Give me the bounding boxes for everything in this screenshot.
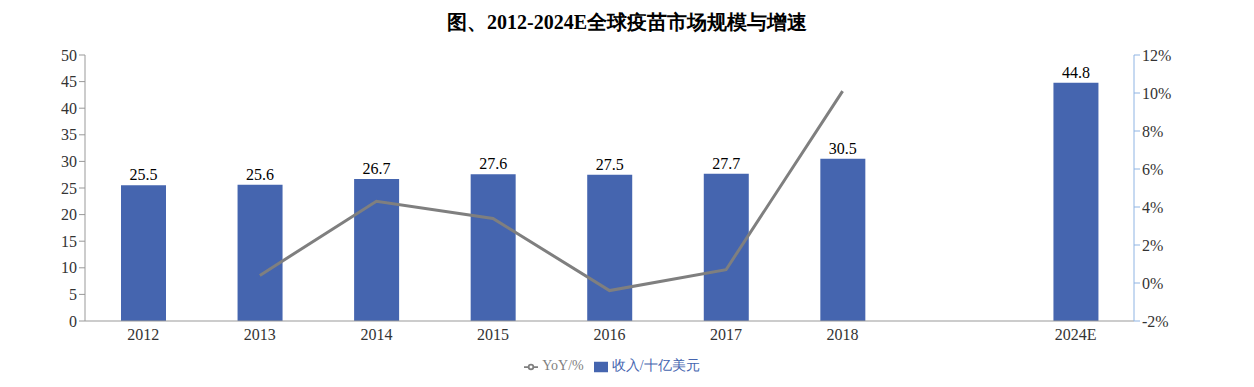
svg-text:10%: 10% [1142,85,1171,102]
svg-text:0%: 0% [1142,275,1163,292]
svg-text:40: 40 [61,100,77,117]
svg-text:30.5: 30.5 [829,140,857,157]
svg-text:27.5: 27.5 [596,156,624,173]
svg-text:0: 0 [69,313,77,330]
svg-text:45: 45 [61,73,77,90]
svg-text:2017: 2017 [710,326,742,343]
svg-text:4%: 4% [1142,199,1163,216]
svg-text:2012: 2012 [127,326,159,343]
svg-text:15: 15 [61,233,77,250]
svg-text:2018: 2018 [827,326,859,343]
svg-text:2015: 2015 [477,326,509,343]
svg-text:50: 50 [61,47,77,64]
svg-text:30: 30 [61,153,77,170]
svg-text:-2%: -2% [1142,313,1169,330]
svg-text:6%: 6% [1142,161,1163,178]
svg-text:20: 20 [61,206,77,223]
html-text:YoY/%: YoY/% [542,358,584,373]
html-text:收入/十亿美元: 收入/十亿美元 [611,358,700,373]
svg-text:2024E: 2024E [1055,326,1097,343]
svg-text:2016: 2016 [594,326,626,343]
svg-text:25.5: 25.5 [130,166,158,183]
svg-text:44.8: 44.8 [1062,64,1090,81]
svg-text:12%: 12% [1142,47,1171,64]
svg-text:5: 5 [69,286,77,303]
html-text:图、2012-2024E全球疫苗市场规模与增速: 图、2012-2024E全球疫苗市场规模与增速 [447,11,807,33]
svg-text:2014: 2014 [360,326,392,343]
svg-text:10: 10 [61,259,77,276]
svg-text:27.6: 27.6 [479,155,507,172]
svg-text:35: 35 [61,126,77,143]
svg-text:25: 25 [61,180,77,197]
svg-text:25.6: 25.6 [246,166,274,183]
svg-text:27.7: 27.7 [712,155,740,172]
svg-text:2013: 2013 [244,326,276,343]
svg-text:8%: 8% [1142,123,1163,140]
svg-text:26.7: 26.7 [363,160,391,177]
svg-text:2%: 2% [1142,237,1163,254]
